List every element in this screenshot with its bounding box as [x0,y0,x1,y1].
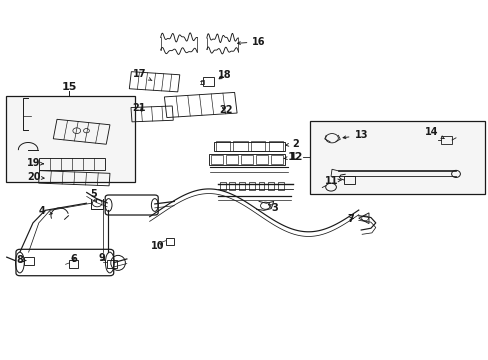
Text: 22: 22 [219,105,232,115]
Text: 17: 17 [133,69,152,81]
Text: 6: 6 [70,253,77,264]
Text: 10: 10 [151,241,164,251]
Text: 11: 11 [325,176,341,186]
Bar [344,176,354,184]
Text: 1: 1 [284,153,296,162]
Text: 16: 16 [237,37,265,47]
Bar [210,155,223,164]
Bar [278,182,284,190]
Bar [241,155,252,164]
Bar [225,155,237,164]
Bar [309,121,484,194]
Bar [251,141,264,151]
Text: 15: 15 [61,82,77,92]
Bar [201,80,203,84]
Bar [229,182,235,190]
Text: 18: 18 [218,70,231,80]
Bar [268,182,274,190]
Bar [219,182,225,190]
Bar [248,182,254,190]
Bar [165,238,174,245]
Text: 21: 21 [131,103,145,113]
Text: 20: 20 [27,172,44,183]
Bar [258,182,264,190]
Bar [268,141,282,151]
Bar [203,77,213,86]
Text: 9: 9 [99,253,105,263]
Bar [441,136,451,144]
Bar [239,182,244,190]
Text: 7: 7 [346,213,353,224]
Bar [233,141,247,151]
Bar [270,155,283,164]
Bar [24,257,34,265]
Bar [255,155,267,164]
Text: 3: 3 [268,203,278,213]
Text: 2: 2 [285,139,298,149]
Bar [69,260,78,267]
Bar [6,96,135,182]
Text: 19: 19 [27,158,43,168]
Text: 13: 13 [343,130,367,140]
Text: 4: 4 [38,206,52,216]
Text: 12: 12 [287,152,303,162]
Bar [107,260,117,267]
Text: 14: 14 [424,127,443,139]
Text: 8: 8 [17,255,26,265]
Text: 5: 5 [90,189,97,202]
Bar [215,141,229,151]
